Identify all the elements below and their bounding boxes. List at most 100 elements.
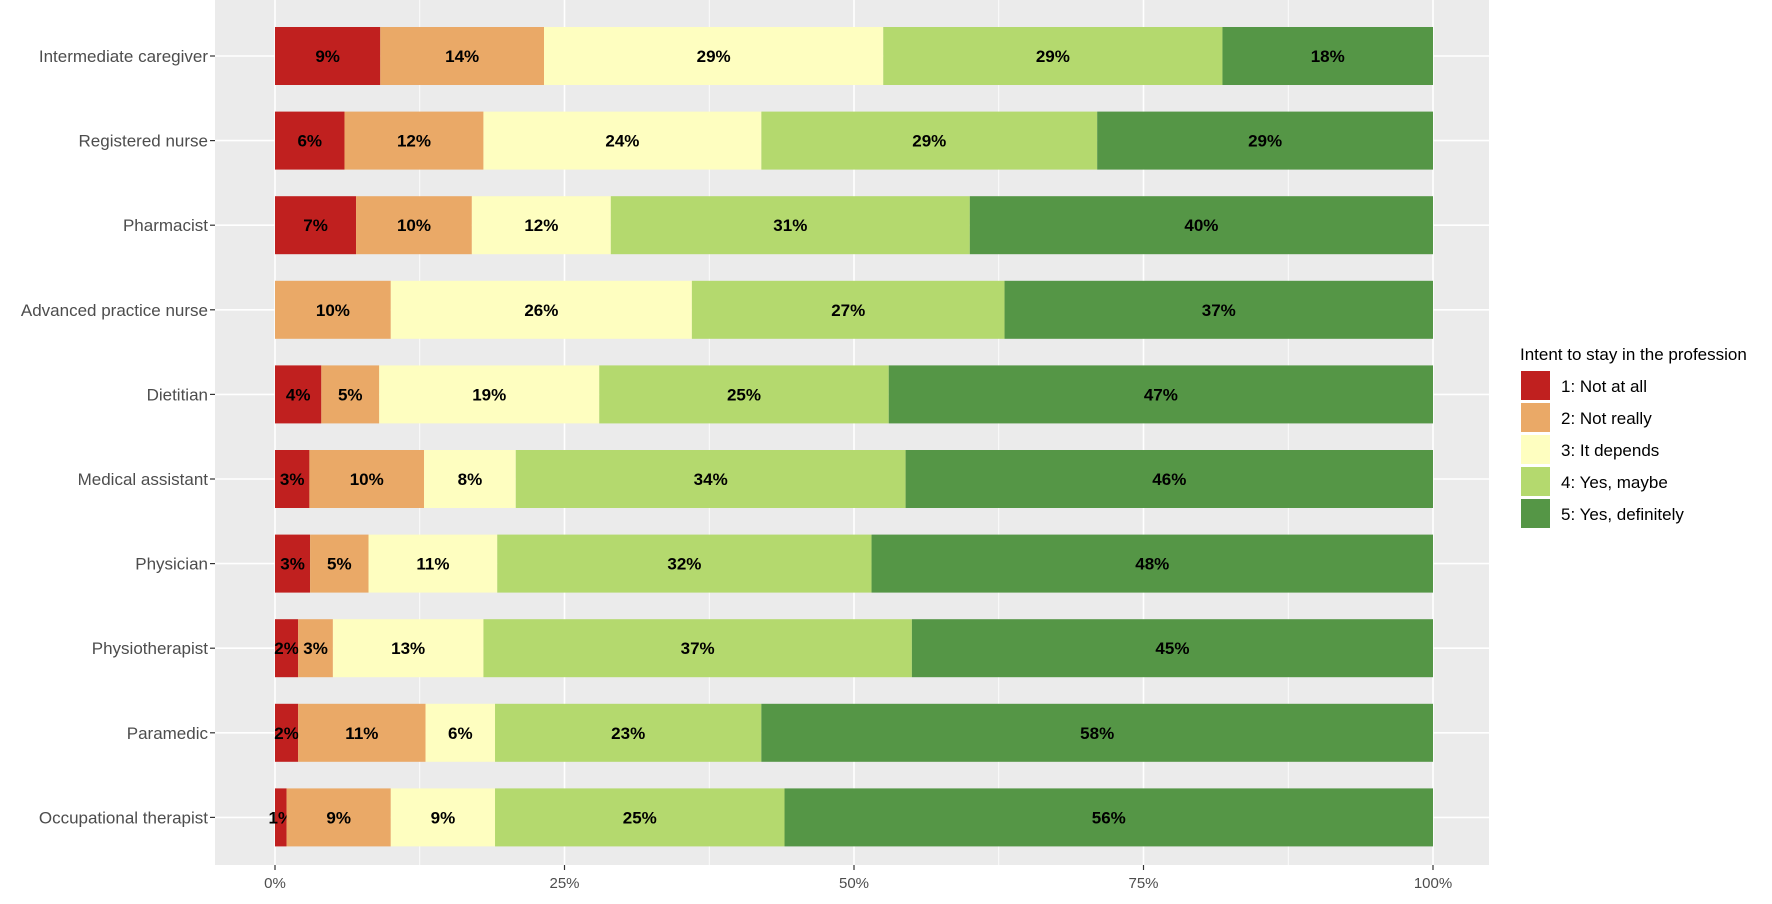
data-label: 37% — [1202, 301, 1236, 320]
data-label: 46% — [1152, 470, 1186, 489]
bar-row: 2% 3% 13% 37% 45% — [274, 619, 1433, 678]
bar-segment — [871, 534, 1433, 593]
bar-segment — [332, 619, 484, 678]
bar-segment — [275, 365, 322, 424]
legend-item: 3: It depends — [1521, 435, 1659, 464]
data-label: 3% — [280, 470, 305, 489]
legend-key — [1521, 371, 1550, 400]
data-label: 29% — [697, 47, 731, 66]
bar-segment — [784, 788, 1433, 847]
legend-key — [1521, 403, 1550, 432]
bar-segment — [888, 365, 1433, 424]
data-label: 47% — [1144, 385, 1178, 404]
bar-segment — [275, 111, 345, 170]
value-axis: 0% 25% 50% 75% 100% — [264, 865, 1452, 892]
bar-segment — [515, 450, 906, 508]
legend-label: 3: It depends — [1561, 441, 1659, 460]
bar-segment — [275, 280, 391, 339]
bar-row: 3% 10% 8% 34% 46% — [275, 450, 1433, 508]
data-label: 14% — [445, 47, 479, 66]
category-label: Physiotherapist — [92, 639, 209, 658]
category-label: Pharmacist — [123, 216, 208, 235]
data-label: 25% — [623, 808, 657, 827]
data-label: 11% — [345, 724, 378, 743]
bar-segment — [610, 196, 970, 255]
data-label: 27% — [831, 301, 865, 320]
x-tick-label: 0% — [264, 875, 286, 892]
legend-label: 4: Yes, maybe — [1561, 473, 1668, 492]
bar-row: 4% 5% 19% 25% 47% — [275, 365, 1433, 424]
category-axis: Intermediate caregiver Registered nurse Ph… — [21, 47, 215, 827]
bar-row: 1% 9% 9% 25% 56% — [269, 788, 1433, 847]
data-label: 31% — [773, 216, 807, 235]
bar-segment — [425, 703, 496, 762]
bar-segment — [310, 534, 369, 593]
data-label: 2% — [274, 639, 299, 658]
legend-item: 4: Yes, maybe — [1521, 467, 1668, 496]
bar-row: 9% 14% 29% 29% 18% — [275, 27, 1433, 85]
bar-segment — [969, 196, 1433, 255]
category-label: Occupational therapist — [39, 808, 208, 827]
bars: 9% 14% 29% 29% 18% 6% 12% 24% 29% 29% 7% 10% 12% 31% 4… — [269, 27, 1433, 847]
bar-segment — [275, 534, 311, 593]
data-label: 12% — [397, 132, 431, 151]
legend-label: 2: Not really — [1561, 409, 1652, 428]
data-label: 12% — [524, 216, 558, 235]
bar-row: 10% 26% 27% 37% — [275, 280, 1433, 339]
data-label: 18% — [1311, 47, 1345, 66]
data-label: 37% — [681, 639, 715, 658]
data-label: 48% — [1135, 555, 1169, 574]
bar-row: 3% 5% 11% 32% 48% — [275, 534, 1433, 593]
bar-segment — [495, 703, 762, 762]
bar-segment — [599, 365, 889, 424]
data-label: 9% — [315, 47, 340, 66]
legend-item: 2: Not really — [1521, 403, 1652, 432]
bar-segment — [368, 534, 498, 593]
bar-segment — [497, 534, 872, 593]
data-label: 8% — [458, 470, 483, 489]
bar-segment — [761, 111, 1098, 170]
bar-segment — [483, 619, 912, 678]
data-label: 34% — [694, 470, 728, 489]
data-label: 9% — [431, 808, 456, 827]
bar-segment — [390, 788, 496, 847]
data-label: 56% — [1092, 808, 1126, 827]
bar-row: 7% 10% 12% 31% 40% — [275, 196, 1433, 255]
bar-segment — [905, 450, 1433, 508]
data-label: 11% — [416, 555, 449, 574]
data-label: 7% — [303, 216, 328, 235]
data-label: 29% — [1036, 47, 1070, 66]
bar-segment — [275, 703, 299, 762]
bar-segment — [379, 365, 600, 424]
bar-segment — [390, 280, 692, 339]
legend-item: 1: Not at all — [1521, 371, 1647, 400]
data-label: 9% — [326, 808, 351, 827]
data-label: 23% — [611, 724, 645, 743]
legend-title: Intent to stay in the profession — [1520, 345, 1747, 364]
legend-label: 1: Not at all — [1561, 377, 1647, 396]
data-label: 45% — [1155, 639, 1189, 658]
bar-segment — [1097, 111, 1433, 170]
category-label: Advanced practice nurse — [21, 301, 208, 320]
bar-segment — [380, 27, 545, 85]
bar-segment — [286, 788, 391, 847]
legend-key — [1521, 435, 1550, 464]
data-label: 2% — [274, 724, 299, 743]
data-label: 25% — [727, 385, 761, 404]
data-label: 6% — [448, 724, 473, 743]
bar-segment — [471, 196, 611, 255]
legend-key — [1521, 467, 1550, 496]
bar-row: 6% 12% 24% 29% 29% — [275, 111, 1433, 170]
bar-segment — [275, 27, 381, 85]
legend-key — [1521, 499, 1550, 528]
bar-segment — [544, 27, 884, 85]
category-label: Intermediate caregiver — [39, 47, 208, 66]
bar-segment — [275, 196, 357, 255]
data-label: 29% — [1248, 132, 1282, 151]
data-label: 13% — [391, 639, 425, 658]
bar-segment — [309, 450, 425, 508]
data-label: 29% — [912, 132, 946, 151]
bar-segment — [321, 365, 380, 424]
